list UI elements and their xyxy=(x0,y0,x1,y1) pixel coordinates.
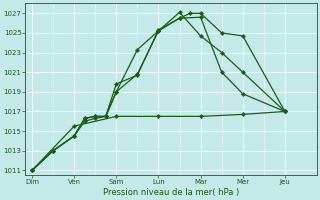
X-axis label: Pression niveau de la mer( hPa ): Pression niveau de la mer( hPa ) xyxy=(103,188,239,197)
